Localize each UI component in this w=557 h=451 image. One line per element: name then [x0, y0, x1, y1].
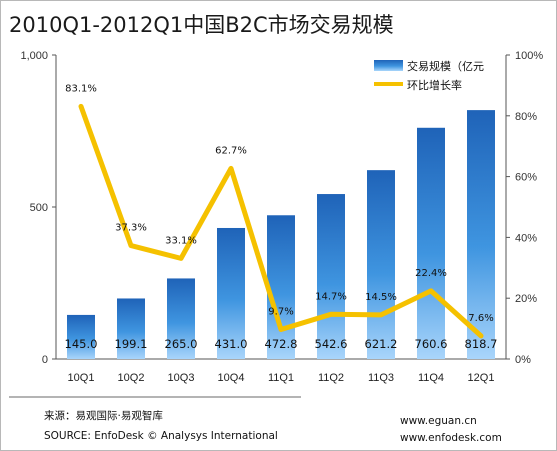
growth-point: [479, 334, 483, 338]
growth-point: [329, 312, 333, 316]
source-cn: 来源：易观国际·易观智库: [44, 409, 163, 422]
y-left-tick-label: 500: [30, 202, 48, 214]
bar-value-label: 265.0: [165, 337, 198, 351]
x-tick-label: 11Q4: [418, 372, 444, 384]
y-left-tick-label: 0: [42, 354, 48, 366]
bar-value-label: 199.1: [115, 337, 148, 351]
legend: 交易规模（亿元 环比增长率: [374, 59, 484, 92]
growth-point: [229, 166, 233, 170]
x-tick-label: 10Q1: [68, 372, 95, 384]
bar-value-label: 818.7: [465, 337, 498, 351]
growth-value-label: 14.7%: [315, 291, 347, 302]
site-enfodesk: www.enfodesk.com: [400, 432, 502, 444]
y-right-tick-label: 40%: [515, 232, 537, 244]
bar-value-label: 542.6: [315, 337, 348, 351]
bar: [117, 298, 145, 359]
chart-title: 2010Q1-2012Q1中国B2C市场交易规模: [9, 13, 394, 37]
bar: [67, 314, 95, 359]
bars-group: [67, 110, 495, 359]
growth-value-label: 22.4%: [415, 268, 447, 279]
bar: [467, 110, 495, 359]
y-left-tick-label: 1,000: [20, 50, 48, 62]
y-right-tick-label: 20%: [515, 293, 537, 305]
growth-value-label: 9.7%: [268, 307, 293, 318]
bar-value-label: 145.0: [65, 337, 98, 351]
x-tick-label: 10Q2: [118, 372, 145, 384]
legend-bar-swatch: [374, 60, 403, 71]
growth-value-label: 7.6%: [468, 313, 493, 324]
bar-value-label: 431.0: [215, 337, 248, 351]
growth-value-label: 33.1%: [165, 235, 197, 246]
growth-value-label: 37.3%: [115, 223, 147, 234]
bar-value-label: 472.8: [265, 337, 298, 351]
x-tick-label: 10Q3: [168, 372, 195, 384]
x-tick-label: 11Q2: [318, 372, 344, 384]
x-tick-label: 11Q3: [368, 372, 394, 384]
growth-line-group: [78, 103, 484, 339]
legend-line-label: 环比增长率: [407, 78, 462, 92]
growth-point: [79, 104, 83, 108]
growth-point: [279, 328, 283, 332]
bar: [167, 278, 195, 359]
x-tick-label: 10Q4: [218, 372, 245, 384]
y-right-tick-label: 0%: [515, 354, 531, 366]
growth-point: [129, 244, 133, 248]
bar: [217, 227, 245, 359]
y-right-tick-label: 80%: [515, 111, 537, 123]
x-tick-label: 12Q1: [468, 372, 495, 384]
bar: [417, 127, 445, 359]
bar: [367, 170, 395, 359]
growth-point: [429, 289, 433, 293]
y-right-tick-label: 100%: [515, 50, 543, 62]
bar: [317, 194, 345, 359]
axes-group: 0 500 1,000 0% 20% 40% 60% 80% 100% 10Q1 10Q2 10Q3 1…: [20, 50, 543, 384]
growth-value-label: 14.5%: [365, 292, 397, 303]
bar-labels-group: 145.0 199.1 265.0 431.0 472.8 542.6 621.2 760.6…: [65, 337, 498, 351]
site-eguan: www.eguan.cn: [400, 415, 477, 427]
growth-value-label: 62.7%: [215, 145, 247, 156]
growth-point: [179, 256, 183, 260]
bar: [267, 215, 295, 359]
source-en: SOURCE: EnfoDesk © Analysys Internationa…: [44, 430, 278, 442]
legend-bar-label: 交易规模（亿元: [407, 59, 484, 73]
growth-point: [379, 313, 383, 317]
growth-value-label: 83.1%: [65, 83, 97, 94]
y-right-tick-label: 60%: [515, 172, 537, 184]
bar-value-label: 760.6: [415, 337, 448, 351]
growth-labels-group: 83.1% 37.3% 33.1% 62.7% 9.7% 14.7% 14.5% 22.4% 7…: [65, 83, 494, 324]
bar-value-label: 621.2: [365, 337, 398, 351]
x-tick-label: 11Q1: [268, 372, 294, 384]
